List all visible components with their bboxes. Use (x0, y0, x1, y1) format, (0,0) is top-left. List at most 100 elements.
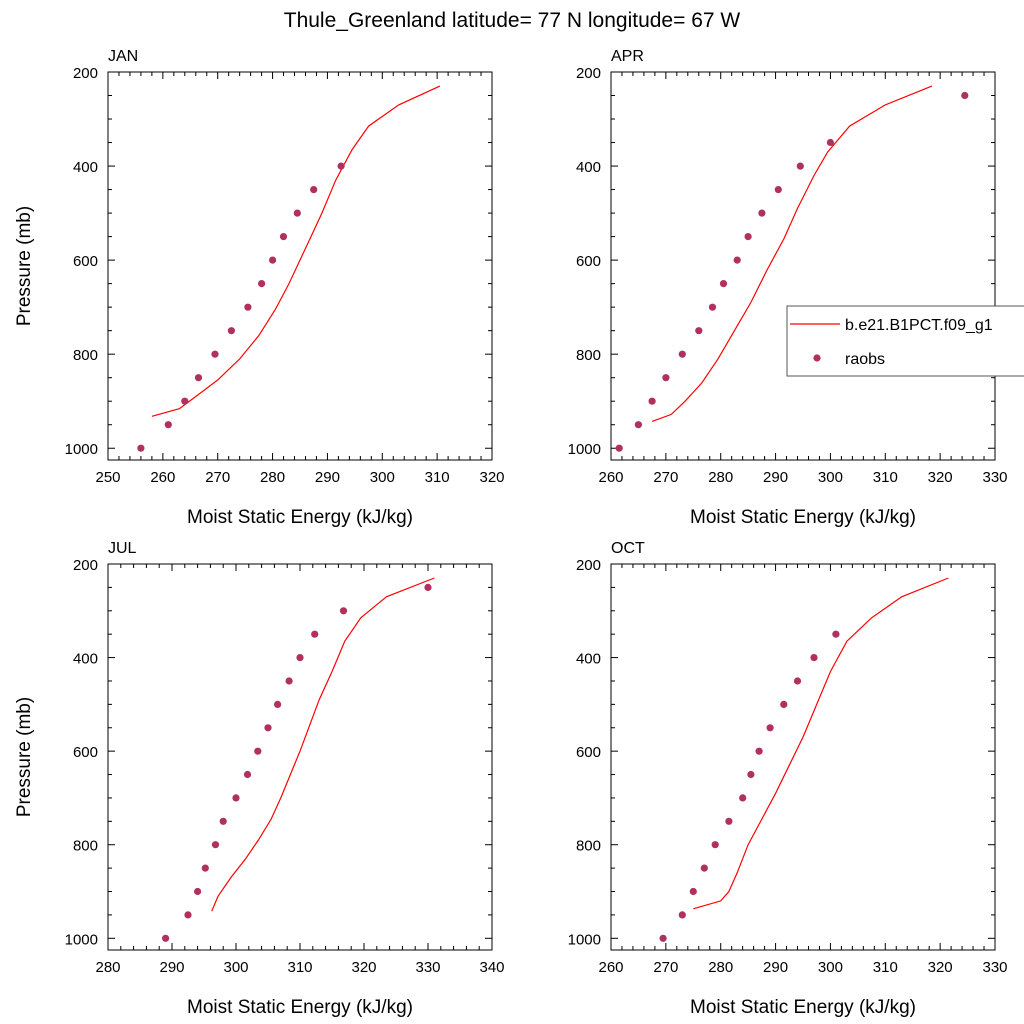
raobs-point (708, 303, 717, 311)
raobs-point (339, 607, 348, 615)
x-axis-title: Moist Static Energy (kJ/kg) (187, 997, 413, 1018)
raobs-point (733, 256, 741, 264)
raobs-point (219, 817, 227, 825)
x-tick-label: 300 (818, 469, 843, 486)
x-tick-label: 300 (370, 469, 395, 486)
raobs-point (269, 256, 277, 264)
y-tick-label: 200 (576, 557, 601, 574)
x-tick-label: 260 (598, 959, 623, 976)
x-tick-label: 290 (763, 469, 788, 486)
x-tick-label: 340 (479, 959, 504, 976)
raobs-point (243, 770, 252, 779)
x-tick-label: 320 (351, 959, 376, 976)
x-tick-label: 280 (708, 469, 733, 486)
raobs-point (662, 374, 670, 382)
raobs-point (424, 583, 432, 592)
raobs-point (244, 303, 252, 311)
raobs-point (162, 934, 170, 942)
y-tick-label: 800 (73, 347, 98, 364)
raobs-point (678, 350, 686, 358)
y-tick-label: 1000 (65, 931, 98, 948)
x-tick-label: 320 (928, 469, 953, 486)
panel-oct: 260 270 280 290 300 310 320 330 200 400 600 800 1000… (568, 540, 1008, 1018)
raobs-point (164, 421, 172, 429)
raobs-point (201, 864, 209, 872)
x-tick-label: 290 (159, 959, 184, 976)
raobs-point (285, 677, 293, 685)
model-line (151, 85, 441, 417)
x-tick-label: 280 (708, 959, 733, 976)
raobs-point (774, 186, 782, 194)
x-tick-label: 270 (205, 469, 230, 486)
y-tick-label: 800 (576, 347, 601, 364)
raobs-point (810, 654, 818, 662)
panel-title: OCT (611, 540, 645, 557)
raobs-point (194, 887, 202, 896)
y-tick-label: 600 (73, 744, 98, 761)
y-tick-label: 600 (73, 253, 98, 270)
raobs-point (264, 724, 272, 732)
x-tick-label: 260 (150, 469, 175, 486)
raobs-point (648, 397, 656, 405)
raobs-point (678, 911, 686, 919)
panel-title: JUL (108, 540, 137, 557)
raobs-point (780, 700, 788, 709)
y-tick-label: 1000 (568, 931, 601, 948)
model-line (693, 577, 949, 910)
x-tick-label: 290 (315, 469, 340, 486)
raobs-point (747, 770, 755, 779)
raobs-point (137, 444, 145, 452)
x-tick-label: 330 (982, 959, 1007, 976)
raobs-point (826, 138, 835, 147)
y-tick-label: 600 (576, 744, 601, 761)
y-tick-label: 1000 (65, 441, 98, 458)
y-tick-label: 200 (73, 65, 98, 82)
raobs-point (659, 934, 667, 942)
y-tick-label: 400 (73, 651, 98, 668)
y-axis-title: Pressure (mb) (14, 206, 35, 326)
raobs-point (796, 162, 804, 170)
panel-jan: 250 260 270 280 290 300 310 320 200 400 600 800 1000… (14, 48, 505, 528)
x-tick-label: 320 (479, 469, 504, 486)
panels: 250 260 270 280 290 300 310 320 200 400 600 800 1000… (14, 48, 1008, 1018)
x-tick-label: 310 (873, 959, 898, 976)
raobs-point (293, 209, 301, 217)
raobs-point (832, 630, 840, 638)
plot-frame (610, 71, 996, 461)
raobs-point (744, 233, 752, 241)
raobs-point (758, 209, 766, 217)
x-tick-label: 270 (653, 959, 678, 976)
x-tick-label: 310 (425, 469, 450, 486)
raobs-point (194, 374, 203, 382)
x-tick-label: 270 (653, 469, 678, 486)
raobs-point (793, 677, 802, 685)
raobs-point (755, 747, 763, 755)
raobs-point (695, 327, 703, 335)
panel-jul: 280 290 300 310 320 330 340 200 400 600 800 1000 JUL… (14, 540, 505, 1018)
y-tick-label: 400 (576, 651, 601, 668)
raobs-point (961, 91, 969, 100)
x-tick-label: 300 (223, 959, 248, 976)
y-tick-label: 400 (73, 159, 98, 176)
raobs-point (337, 162, 345, 170)
raobs-point (739, 794, 747, 802)
x-axis-title: Moist Static Energy (kJ/kg) (187, 507, 413, 528)
raobs-point (700, 864, 708, 872)
raobs-point (274, 700, 282, 709)
raobs-point (296, 654, 304, 662)
raobs-point (254, 747, 262, 755)
y-axis-title: Pressure (mb) (14, 697, 35, 817)
x-tick-label: 300 (818, 959, 843, 976)
raobs-point (279, 233, 288, 241)
raobs-point (211, 841, 220, 849)
plot-frame (610, 563, 996, 951)
y-tick-label: 1000 (568, 441, 601, 458)
legend: b.e21.B1PCT.f09_g1 raobs (786, 305, 1024, 377)
x-tick-label: 250 (95, 469, 120, 486)
legend-marker-swatch (813, 354, 821, 362)
raobs-point (211, 350, 219, 358)
raobs-point (311, 630, 319, 638)
y-tick-label: 200 (576, 65, 601, 82)
x-tick-label: 330 (415, 959, 440, 976)
y-tick-label: 600 (576, 253, 601, 270)
